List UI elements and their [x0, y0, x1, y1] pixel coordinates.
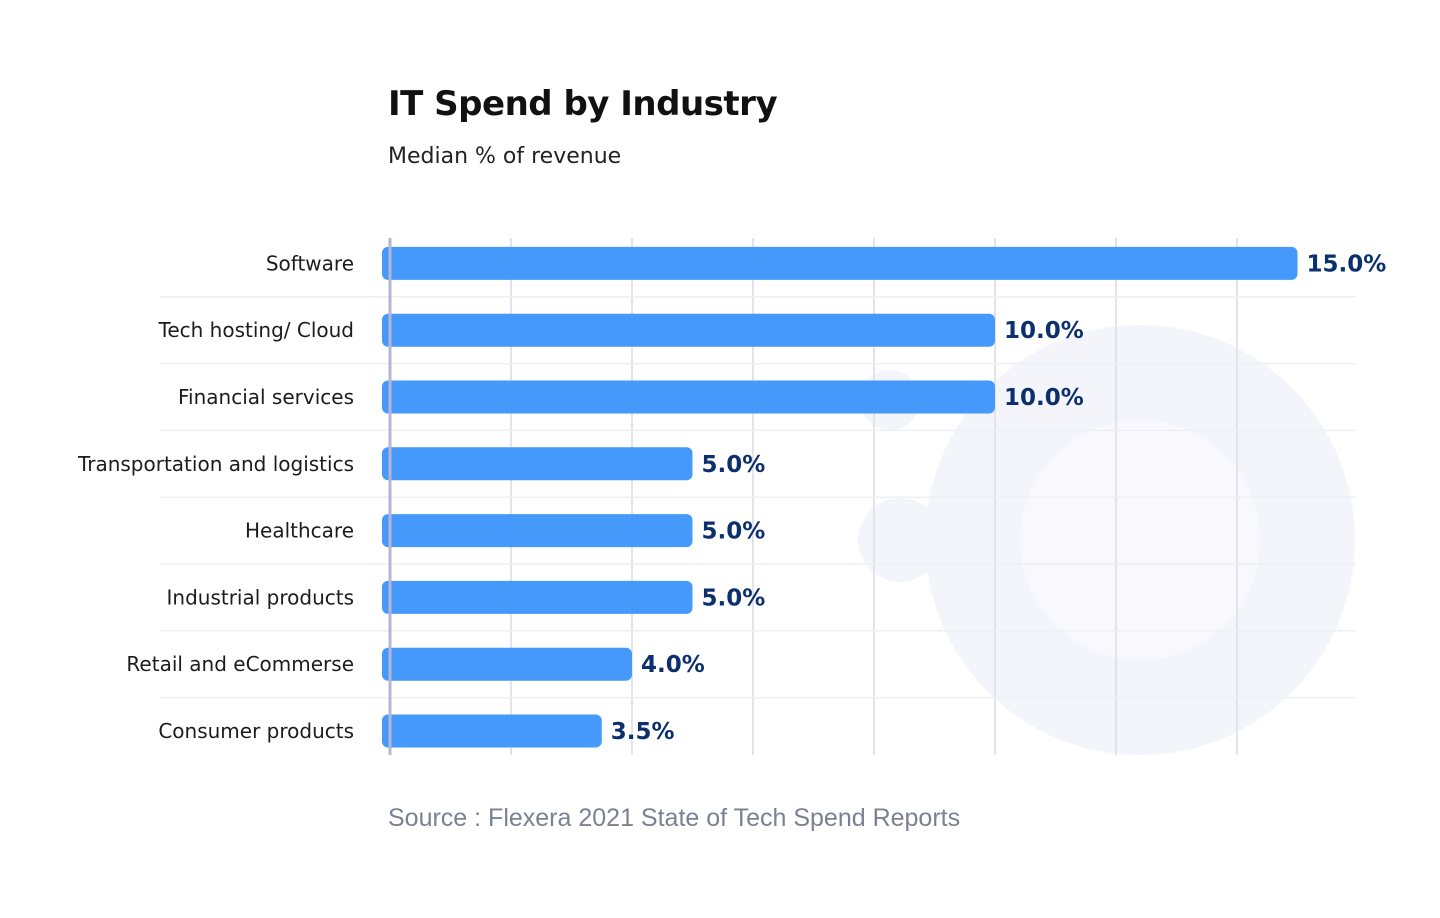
chart-title: IT Spend by Industry	[388, 84, 778, 124]
bar	[382, 514, 693, 548]
category-label: Tech hosting/ Cloud	[158, 318, 354, 342]
value-label: 10.0%	[1004, 318, 1084, 344]
value-label: 4.0%	[641, 652, 705, 678]
category-label: Healthcare	[245, 519, 354, 543]
bar	[382, 647, 632, 681]
value-label: 3.5%	[611, 719, 675, 745]
value-label: 5.0%	[702, 585, 766, 611]
category-label: Software	[266, 251, 354, 275]
value-label: 10.0%	[1004, 385, 1084, 411]
bar	[382, 447, 693, 481]
chart-source: Source : Flexera 2021 State of Tech Spen…	[388, 804, 961, 832]
watermark-dot	[858, 498, 942, 582]
value-label: 15.0%	[1307, 251, 1387, 277]
value-label: 5.0%	[702, 519, 766, 545]
category-label: Retail and eCommerse	[126, 652, 354, 676]
bar	[382, 580, 693, 614]
watermark-inner	[1020, 420, 1260, 660]
bar	[382, 246, 1298, 280]
category-label: Consumer products	[158, 719, 354, 743]
bar	[382, 313, 995, 347]
bars: Software 15.0% Tech hosting/ Cloud 10.0% Fin…	[77, 246, 1387, 748]
chart-subtitle: Median % of revenue	[388, 144, 622, 169]
category-label: Financial services	[178, 385, 354, 409]
value-label: 5.0%	[702, 452, 766, 478]
category-label: Industrial products	[167, 585, 355, 609]
category-label: Transportation and logistics	[77, 452, 354, 476]
bar	[382, 714, 602, 748]
bar	[382, 380, 995, 414]
